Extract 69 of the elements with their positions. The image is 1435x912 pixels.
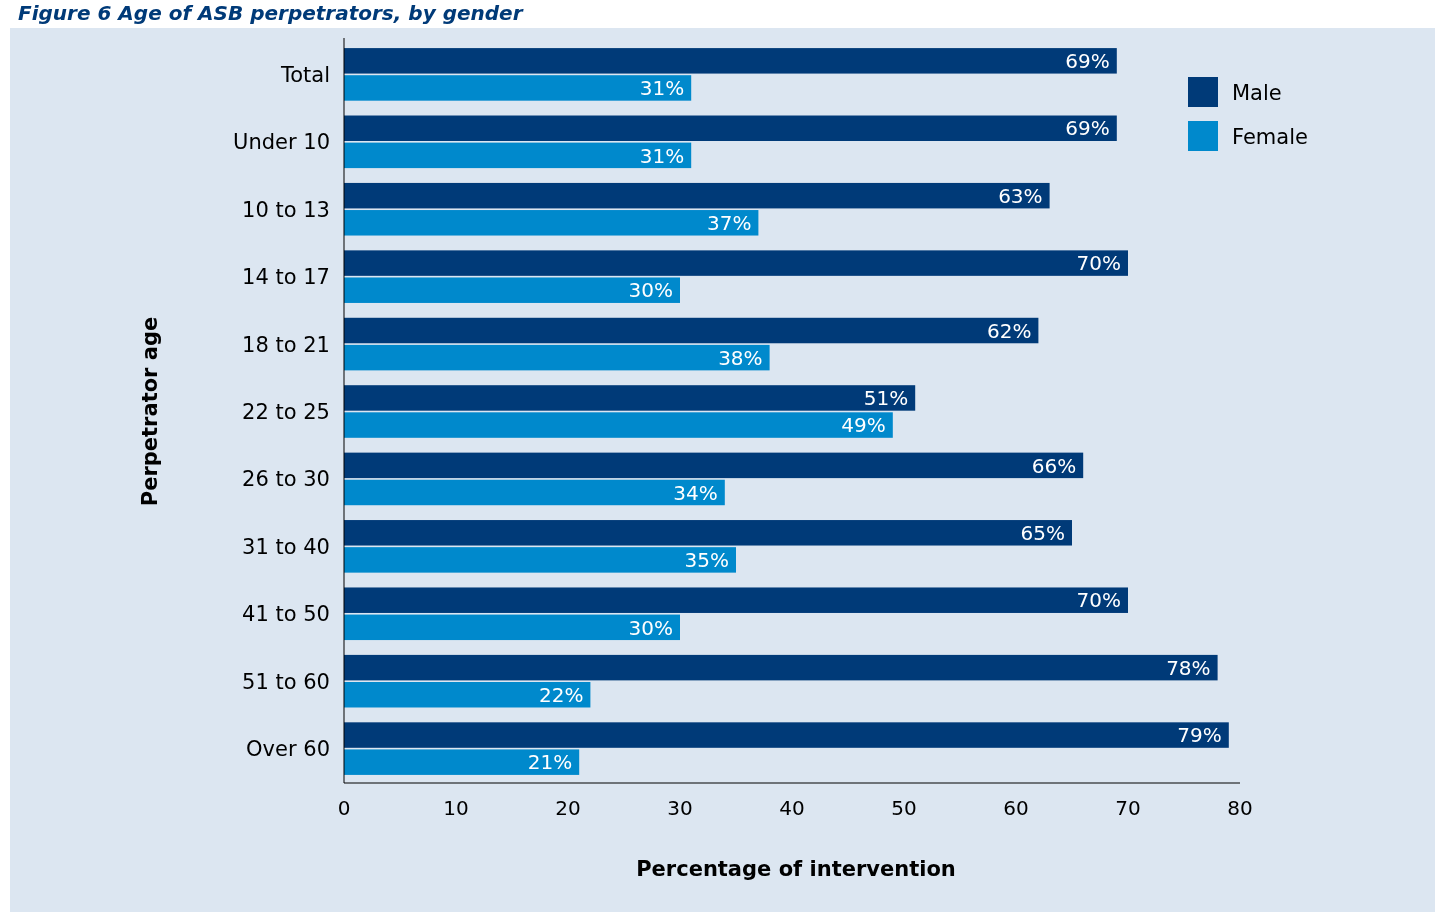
bar	[344, 479, 725, 506]
data-label: 79%	[1177, 723, 1222, 748]
bar	[344, 520, 1072, 546]
y-tick-label: 22 to 25	[242, 400, 330, 425]
data-label: 35%	[684, 548, 729, 573]
y-tick-label: 41 to 50	[242, 602, 330, 627]
data-label: 22%	[538, 682, 584, 707]
data-label: 66%	[1031, 453, 1077, 478]
y-tick-label: Total	[279, 62, 330, 87]
bar	[344, 75, 692, 101]
x-tick-label: 80	[1227, 796, 1253, 820]
data-label: 31%	[639, 76, 685, 101]
data-label: 49%	[841, 413, 886, 438]
bar	[344, 654, 1218, 681]
bar	[344, 412, 893, 438]
bar	[344, 749, 580, 775]
data-label: 69%	[1065, 116, 1110, 141]
y-tick-label: Under 10	[233, 130, 330, 155]
bar	[344, 547, 736, 573]
x-tick-label: 30	[667, 796, 693, 820]
data-label: 62%	[986, 318, 1032, 343]
data-label: 69%	[1065, 49, 1110, 74]
data-label: 51%	[863, 386, 909, 411]
data-label: 37%	[706, 210, 752, 235]
y-tick-label: 18 to 21	[242, 332, 330, 357]
x-tick-label: 0	[337, 796, 351, 820]
data-label: 78%	[1166, 655, 1211, 680]
bar	[344, 682, 591, 708]
y-tick-label: 14 to 17	[242, 265, 330, 290]
data-label: 21%	[527, 750, 573, 775]
y-tick-label: 26 to 30	[242, 467, 330, 492]
y-tick-label: 10 to 13	[242, 197, 330, 222]
bar	[344, 614, 680, 641]
bar	[344, 210, 759, 236]
bar	[344, 142, 692, 169]
data-label: 34%	[673, 480, 718, 505]
bar	[344, 250, 1128, 276]
bar	[344, 344, 770, 371]
data-label: 70%	[1076, 251, 1121, 276]
x-tick-label: 20	[555, 796, 581, 820]
x-tick-label: 60	[1003, 796, 1029, 820]
bar	[344, 385, 916, 411]
x-axis-title: Percentage of intervention	[636, 857, 956, 881]
y-tick-label: 31 to 40	[242, 534, 330, 559]
x-tick-label: 40	[779, 796, 805, 820]
chart-title: Figure 6 Age of ASB perpetrators, by gender	[18, 1, 524, 25]
data-label: 38%	[718, 345, 763, 370]
x-tick-label: 50	[891, 796, 917, 820]
bar	[344, 277, 680, 303]
legend-label: Female	[1232, 124, 1308, 149]
data-label: 30%	[628, 278, 673, 303]
y-tick-label: 51 to 60	[242, 669, 330, 694]
x-tick-label: 70	[1115, 796, 1141, 820]
bar	[344, 722, 1229, 748]
data-label: 70%	[1076, 588, 1121, 613]
data-label: 63%	[998, 183, 1043, 208]
data-label: 30%	[628, 615, 673, 640]
bar	[344, 587, 1128, 613]
y-axis-title: Perpetrator age	[138, 316, 162, 507]
bar	[344, 48, 1117, 74]
bar	[344, 182, 1050, 209]
bar	[344, 115, 1117, 141]
bar	[344, 452, 1084, 479]
x-tick-label: 10	[443, 796, 469, 820]
y-tick-label: Over 60	[246, 737, 330, 762]
data-label: 31%	[639, 143, 685, 168]
legend-label: Male	[1232, 80, 1282, 105]
bar	[344, 317, 1039, 344]
data-label: 65%	[1020, 520, 1065, 545]
